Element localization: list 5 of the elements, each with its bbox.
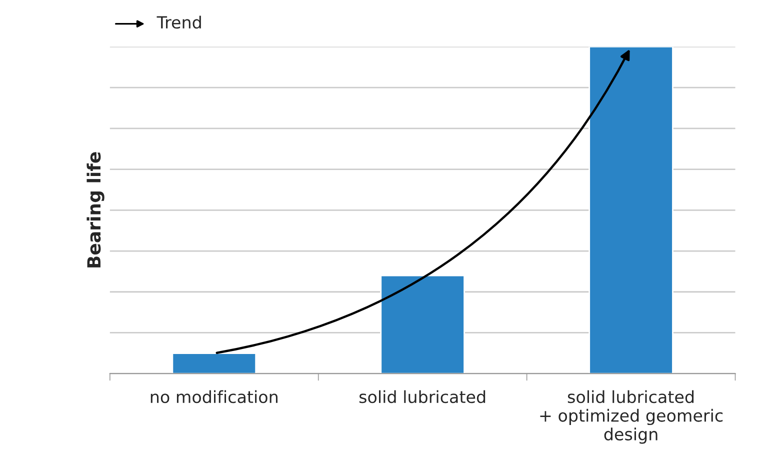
x-tick-label: solid lubricated + optimized geomeric design bbox=[540, 390, 723, 444]
y-axis-title: Bearing life bbox=[86, 152, 104, 268]
x-tick-label: solid lubricated bbox=[359, 390, 486, 404]
x-tick-label: no modification bbox=[150, 390, 278, 404]
text: Trend bbox=[156, 16, 201, 29]
